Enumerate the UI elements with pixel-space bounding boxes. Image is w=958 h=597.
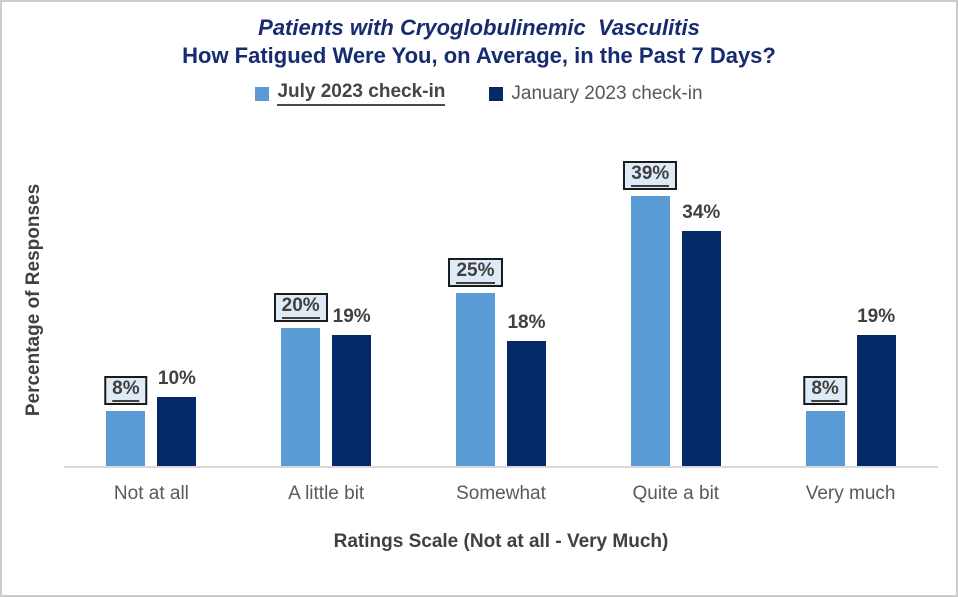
bar-july-2023: 20%	[273, 293, 328, 466]
legend-label-january-2023: January 2023 check-in	[511, 82, 703, 104]
bar-july-2023: 39%	[623, 161, 678, 466]
bar-group-quite-a-bit: 39% 34%	[588, 161, 763, 466]
bar-group-somewhat: 25% 18%	[414, 258, 589, 466]
x-tick-label: Very much	[805, 483, 896, 504]
x-tick-label: Quite a bit	[632, 483, 720, 504]
y-axis-label: Percentage of Responses	[23, 183, 44, 417]
bar-group-a-little-bit: 20% 19%	[239, 293, 414, 466]
legend: July 2023 check-in January 2023 check-in	[2, 81, 956, 106]
bar-value-label-july-2023: 8%	[104, 376, 148, 405]
bar-value-label-july-2023: 39%	[623, 161, 678, 190]
bar-value-label-july-2023: 8%	[803, 376, 847, 405]
legend-item-january-2023: January 2023 check-in	[489, 82, 703, 105]
x-tick-label: Not at all	[113, 483, 189, 504]
bar-july-2023: 8%	[104, 376, 148, 466]
legend-label-july-2023: July 2023 check-in	[277, 81, 446, 106]
x-axis-title: Ratings Scale (Not at all - Very Much)	[333, 531, 669, 552]
bar-group-not-at-all: 8% 10%	[64, 368, 239, 466]
bar-value-label-july-2023: 25%	[448, 258, 503, 287]
bar-january-2023: 34%	[681, 202, 721, 466]
x-axis-tick-labels: Not at all A little bit Somewhat Quite a bi…	[64, 483, 938, 505]
legend-swatch-july-icon	[255, 86, 270, 101]
bar-value-label-january-2023: 34%	[682, 202, 721, 223]
bar-january-2023: 19%	[332, 306, 372, 466]
x-tick-label: Somewhat	[456, 483, 546, 504]
legend-swatch-january-icon	[489, 86, 504, 101]
bar-value-label-january-2023: 19%	[332, 306, 371, 327]
plot-area: 8% 10% 20% 19% 25% 18% 39% 34% 8% 19%	[64, 134, 938, 468]
bar-july-2023: 25%	[448, 258, 503, 466]
bar-value-label-january-2023: 18%	[507, 312, 546, 333]
bar-july-2023: 8%	[803, 376, 847, 466]
chart-title-line2: How Fatigued Were You, on Average, in th…	[182, 43, 776, 68]
bar-value-label-july-2023: 20%	[273, 293, 328, 322]
chart-title-line1: Patients with Cryoglobulinemic Vasculiti…	[258, 15, 700, 40]
bar-value-label-january-2023: 19%	[857, 306, 896, 327]
x-tick-label: A little bit	[288, 483, 365, 504]
bar-value-label-january-2023: 10%	[157, 368, 196, 389]
bar-january-2023: 18%	[506, 312, 546, 466]
bar-january-2023: 19%	[856, 306, 896, 466]
legend-item-july-2023: July 2023 check-in	[255, 81, 446, 106]
bar-january-2023: 10%	[157, 368, 197, 466]
bar-group-very-much: 8% 19%	[763, 306, 938, 466]
